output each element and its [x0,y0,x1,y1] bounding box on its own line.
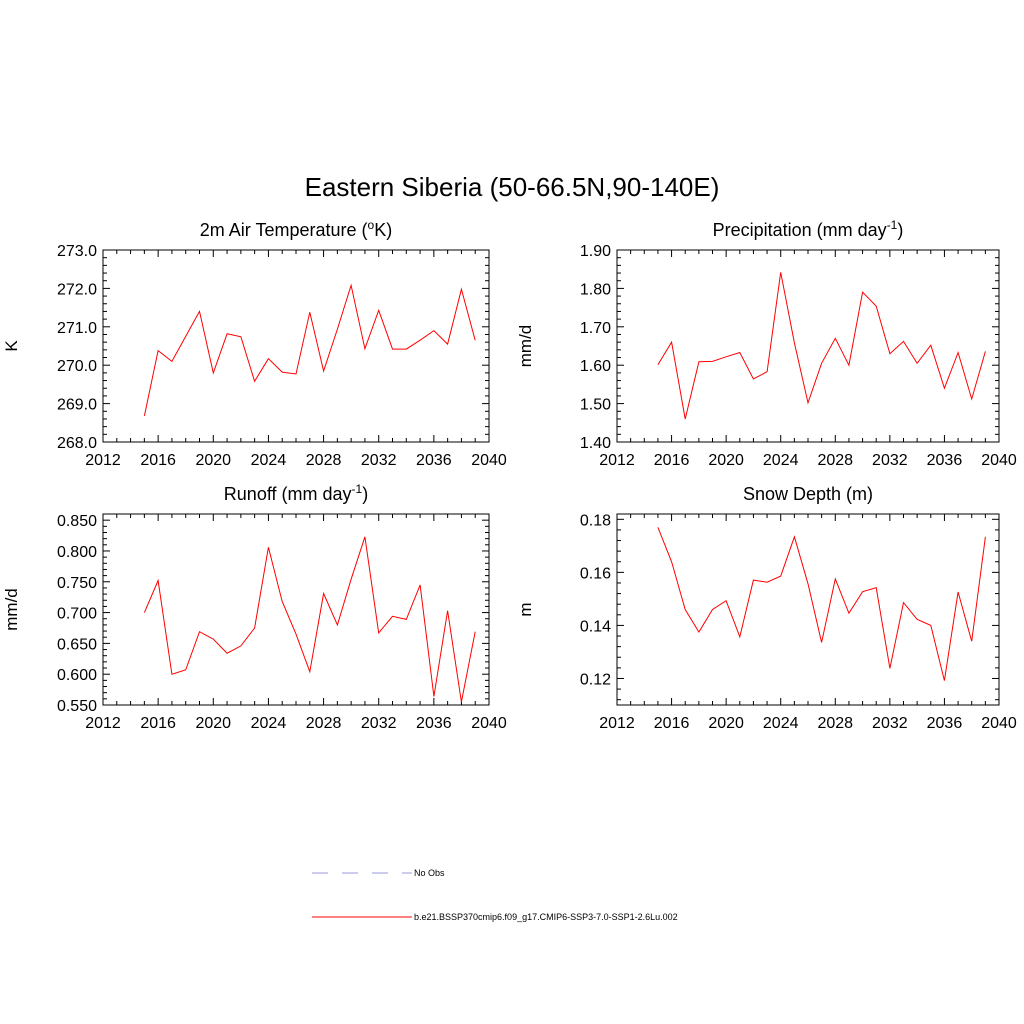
x-tick-label: 2032 [361,452,397,469]
y-tick-label: 269.0 [57,397,97,414]
x-tick-label: 2016 [140,452,176,469]
y-tick-label: 1.70 [580,320,611,337]
y-tick-label: 1.60 [580,358,611,375]
x-tick-label: 2040 [471,715,507,732]
x-tick-label: 2012 [85,715,121,732]
y-tick-label: 271.0 [57,320,97,337]
series-line [143,283,476,417]
x-tick-label: 2020 [708,452,744,469]
panel-title-superscript: -1 [887,218,898,232]
chart-panels: 2012 2016 2020 2024 2028 2032 2036 2040 268.0 269… [2,218,1017,732]
y-tick-label: 0.800 [57,544,97,561]
y-tick-label: 0.14 [580,618,611,635]
y-axis-label: mm/d [2,588,21,631]
legend: No Obs b.e21.BSSP370cmip6.f09_g17.CMIP6-S… [312,868,678,922]
panel-title: 2m Air Temperature (oK) [200,218,392,240]
x-tick-label: 2028 [817,452,853,469]
legend-label-2: b.e21.BSSP370cmip6.f09_g17.CMIP6-SSP3-7.… [414,912,678,922]
x-tick-label: 2024 [251,452,287,469]
panel-title-end: ) [362,484,368,504]
y-tick-label: 270.0 [57,358,97,375]
y-tick-label: 0.750 [57,575,97,592]
x-tick-label: 2012 [599,452,635,469]
panel-title-end: K) [374,220,392,240]
y-axis-label: m [516,602,535,616]
y-axis-label: mm/d [516,325,535,368]
y-tick-label: 0.550 [57,698,97,715]
series-line [657,527,986,681]
y-tick-label: 1.90 [580,243,611,260]
x-tick-label: 2036 [416,715,452,732]
x-tick-label: 2036 [927,715,963,732]
x-tick-label: 2032 [872,452,908,469]
chart-panel-2: 2012 2016 2020 2024 2028 2032 2036 2040 1.40 1.50… [516,218,1017,469]
y-tick-label: 0.12 [580,671,611,688]
plot-frame [616,513,1000,706]
y-tick-label: 0.18 [580,512,611,529]
y-tick-label: 1.50 [580,397,611,414]
chart-panel-4: 2012 2016 2020 2024 2028 2032 2036 2040 0.12 0.14… [516,484,1017,732]
x-tick-label: 2036 [416,452,452,469]
plot-frame [102,249,490,443]
series-line [143,536,476,702]
panel-title: Precipitation (mm day-1) [713,218,904,240]
panel-title: Runoff (mm day-1) [224,482,368,504]
chart-panel-3: 2012 2016 2020 2024 2028 2032 2036 2040 0.550 0.6… [2,482,507,732]
y-tick-label: 0.700 [57,606,97,623]
x-tick-label: 2028 [817,715,853,732]
y-tick-label: 0.850 [57,513,97,530]
x-tick-label: 2032 [872,715,908,732]
x-tick-label: 2040 [981,715,1017,732]
x-tick-label: 2016 [654,452,690,469]
x-tick-label: 2040 [471,452,507,469]
x-tick-label: 2032 [361,715,397,732]
x-tick-label: 2024 [763,452,799,469]
y-tick-label: 1.80 [580,281,611,298]
y-tick-label: 0.600 [57,667,97,684]
plot-frame [616,249,1000,443]
y-tick-label: 1.40 [580,435,611,452]
x-tick-label: 2020 [195,452,231,469]
series-line [657,272,986,420]
x-tick-label: 2024 [251,715,287,732]
panel-title-end: ) [897,220,903,240]
panel-title-superscript: o [368,218,375,232]
y-tick-label: 272.0 [57,281,97,298]
panel-title-main: 2m Air Temperature ( [200,220,368,240]
y-tick-label: 273.0 [57,243,97,260]
x-tick-label: 2016 [654,715,690,732]
panel-title-superscript: -1 [352,482,363,496]
x-tick-label: 2036 [927,452,963,469]
y-tick-label: 0.16 [580,565,611,582]
panel-title-main: Snow Depth (m) [743,484,873,504]
panel-title-main: Precipitation (mm day [713,220,887,240]
chart-panel-1: 2012 2016 2020 2024 2028 2032 2036 2040 268.0 269… [2,218,507,469]
x-tick-label: 2028 [306,452,342,469]
x-tick-label: 2028 [306,715,342,732]
figure-title: Eastern Siberia (50-66.5N,90-140E) [305,172,720,202]
y-axis-label: K [2,340,21,352]
x-tick-label: 2016 [140,715,176,732]
x-tick-label: 2020 [708,715,744,732]
x-tick-label: 2012 [85,452,121,469]
x-tick-label: 2012 [599,715,635,732]
y-tick-label: 0.650 [57,636,97,653]
panel-title-main: Runoff (mm day [224,484,352,504]
panel-title: Snow Depth (m) [743,484,873,504]
y-tick-label: 268.0 [57,435,97,452]
x-tick-label: 2040 [981,452,1017,469]
x-tick-label: 2020 [195,715,231,732]
x-tick-label: 2024 [763,715,799,732]
legend-label-1: No Obs [414,868,445,878]
